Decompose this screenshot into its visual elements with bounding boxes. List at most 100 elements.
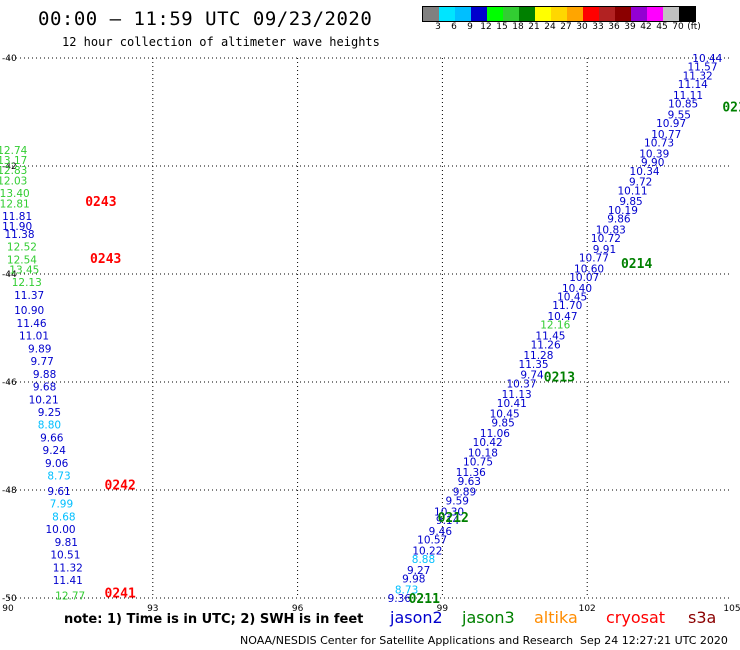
wave-height-label-east: 10.77 [579, 253, 609, 265]
color-scale-label: 45 [656, 22, 668, 32]
color-scale-cell [455, 7, 471, 21]
wave-height-label-east: 11.45 [535, 331, 565, 343]
wave-height-label-west: 12.83 [0, 165, 27, 177]
wave-height-label-east: 10.73 [644, 138, 674, 150]
wave-height-label-west: 10.00 [46, 524, 76, 536]
time-label: 0212 [438, 511, 469, 526]
wave-height-label-east: 10.44 [692, 53, 722, 65]
wave-height-label-east: 9.63 [458, 476, 481, 488]
wave-height-label-west: 12.03 [0, 175, 27, 187]
wave-height-label-east: 10.75 [463, 456, 493, 468]
wave-height-label-east: 10.39 [639, 148, 669, 160]
wave-height-label-east: 10.42 [473, 437, 503, 449]
color-scale-label: 33 [592, 22, 604, 32]
map-subtitle: 12 hour collection of altimeter wave hei… [62, 35, 380, 49]
time-label: 0214 [621, 257, 652, 272]
wave-height-label-west: 11.32 [53, 562, 83, 574]
wave-height-label-west: 10.51 [50, 550, 80, 562]
time-label: 0211 [409, 592, 440, 607]
wave-height-label-west: 9.81 [55, 537, 78, 549]
color-scale-label: 30 [576, 22, 588, 32]
map-title: 00:00 – 11:59 UTC 09/23/2020 [38, 8, 373, 30]
wave-height-label-east: 10.57 [417, 534, 447, 546]
wave-height-label-west: 11.46 [17, 318, 47, 330]
wave-height-label-west: 8.73 [47, 471, 70, 483]
wave-height-label-east: 9.36 [388, 593, 412, 605]
wave-height-label-east: 11.26 [531, 339, 561, 351]
wave-height-label-west: 10.90 [14, 305, 44, 317]
wave-height-label-west: 8.80 [38, 420, 61, 432]
wave-height-label-west: 9.68 [33, 382, 56, 394]
color-scale-cell [423, 7, 439, 21]
color-scale-cell [631, 7, 647, 21]
wave-height-label-west: 9.24 [43, 445, 67, 457]
wave-height-label-west: 13.40 [0, 188, 30, 200]
wave-height-label-east: 10.30 [434, 506, 464, 518]
wave-height-label-east: 10.45 [557, 292, 587, 304]
wave-height-label-west: 12.81 [0, 198, 30, 210]
color-scale-label: 24 [544, 22, 556, 32]
color-scale-cell [551, 7, 567, 21]
x-tick-label: 93 [147, 604, 158, 614]
y-tick-label: -48 [2, 486, 17, 496]
color-scale-cell [519, 7, 535, 21]
wave-height-label-east: 10.45 [490, 409, 520, 421]
color-scale-cell [663, 7, 679, 21]
color-scale-cell [583, 7, 599, 21]
wave-height-label-west: 11.37 [14, 290, 44, 302]
wave-height-label-west: 13.45 [9, 264, 39, 276]
wave-height-label-west: 12.54 [7, 254, 37, 266]
wave-height-label-east: 12.16 [540, 320, 570, 332]
credit-footer: NOAA/NESDIS Center for Satellite Applica… [240, 634, 574, 647]
timestamp-footer: Sep 24 12:27:21 UTC 2020 [580, 634, 728, 647]
wave-height-label-east: 10.60 [574, 263, 604, 275]
time-label: 0242 [105, 479, 136, 494]
color-scale-label: 39 [624, 22, 636, 32]
wave-height-label-west: 12.52 [7, 242, 37, 254]
wave-height-label-east: 9.85 [619, 196, 642, 208]
color-scale-cell [599, 7, 615, 21]
wave-height-label-east: 9.89 [453, 487, 476, 499]
x-tick-label: 105 [723, 604, 740, 614]
time-label: 0241 [105, 587, 136, 602]
legend-s3a: s3a [688, 608, 717, 627]
wave-height-label-east: 10.34 [630, 166, 660, 178]
y-tick-label: -50 [2, 594, 17, 604]
color-scale-cell [503, 7, 519, 21]
x-tick-label: 90 [2, 604, 14, 614]
wave-height-label-west: 9.89 [28, 343, 51, 355]
time-label: 0243 [85, 195, 116, 210]
color-scale-label: 21 [528, 22, 540, 32]
color-scale-cell [535, 7, 551, 21]
wave-height-label-east: 11.57 [687, 62, 717, 74]
y-tick-label: -40 [2, 54, 17, 64]
color-scale-label: 36 [608, 22, 620, 32]
color-scale-label: 3 [435, 22, 441, 32]
wave-height-label-east: 11.35 [519, 359, 549, 371]
wave-height-label-east: 10.83 [596, 224, 626, 236]
wave-height-label-west: 11.81 [2, 211, 32, 223]
wave-height-label-east: 10.19 [608, 205, 638, 217]
wave-height-label-east: 9.85 [491, 417, 514, 429]
wave-height-label-east: 9.27 [407, 565, 430, 577]
y-tick-label: -46 [2, 378, 17, 388]
time-label: 0215 [722, 101, 740, 116]
color-scale-label: 9 [467, 22, 473, 32]
x-tick-label: 99 [437, 604, 449, 614]
wave-height-label-east: 10.85 [668, 99, 698, 111]
color-scale-cell [471, 7, 487, 21]
wave-height-label-west: 9.88 [33, 369, 56, 381]
wave-height-label-east: 11.70 [552, 300, 582, 312]
color-scale-bar [422, 6, 696, 22]
wave-height-label-west: 9.66 [40, 432, 64, 444]
wave-height-label-east: 10.11 [617, 185, 647, 197]
color-scale-cell [567, 7, 583, 21]
wave-height-label-east: 8.88 [412, 554, 435, 566]
wave-height-label-west: 12.13 [12, 277, 42, 289]
wave-height-label-east: 9.98 [402, 573, 425, 585]
color-scale-label: 6 [451, 22, 457, 32]
wave-height-label-west: 13.17 [0, 155, 27, 167]
wave-height-label-west: 9.61 [47, 486, 70, 498]
color-scale-label: 42 [640, 22, 652, 32]
wave-height-label-east: 9.72 [629, 177, 652, 189]
